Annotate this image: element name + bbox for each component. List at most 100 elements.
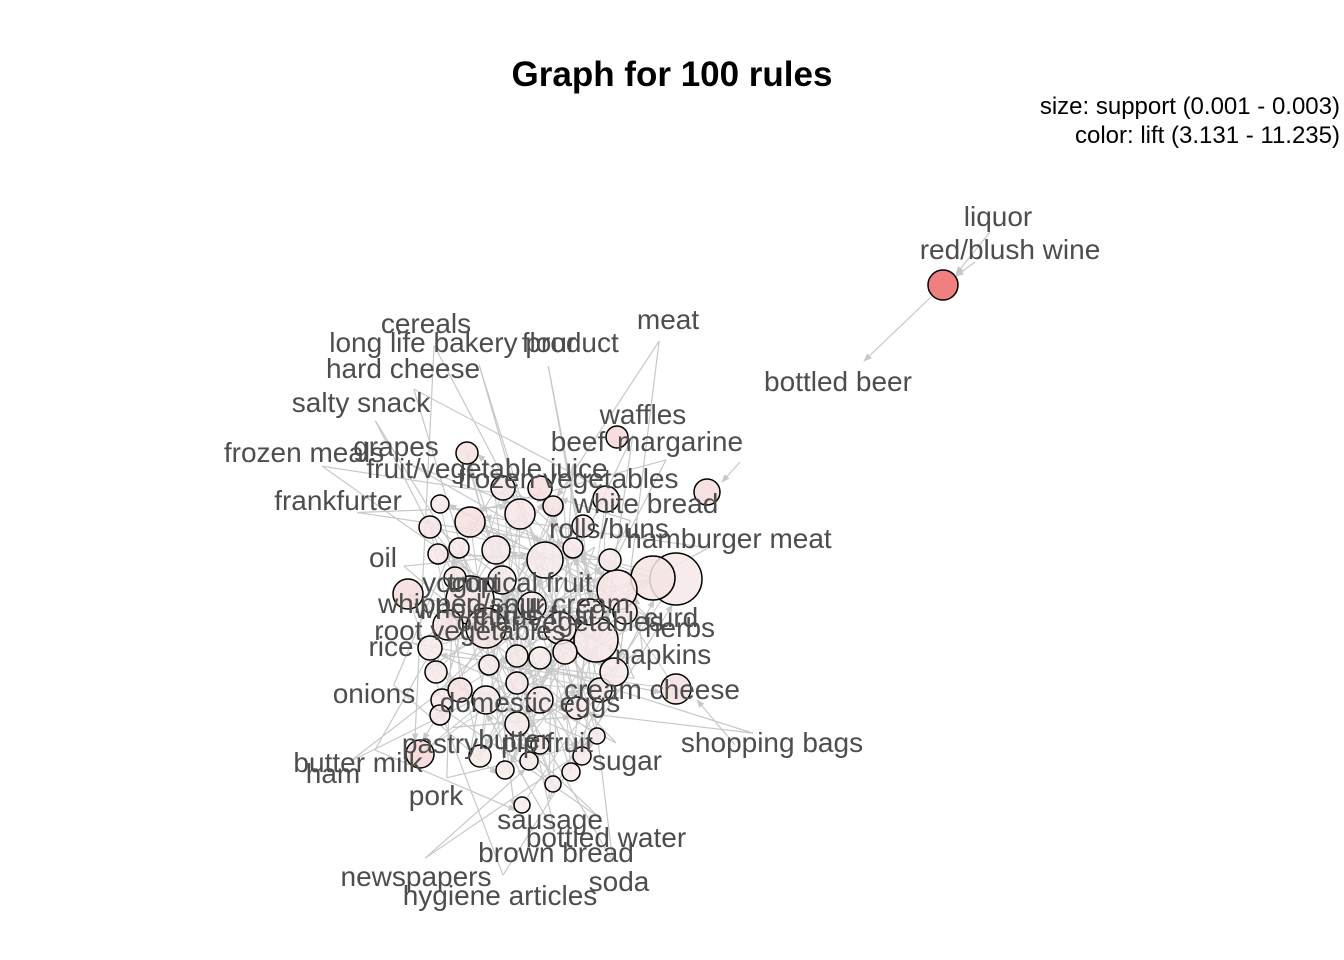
rule-node xyxy=(517,591,547,621)
item-label: frozen meals xyxy=(224,437,384,468)
item-label: ham xyxy=(306,758,360,789)
bottled-beer-edge xyxy=(863,296,932,362)
item-label: flour xyxy=(522,327,576,358)
rule-node xyxy=(630,555,676,601)
item-label: salty snack xyxy=(292,387,431,418)
item-label: citrus fruit xyxy=(474,600,596,631)
item-edge xyxy=(439,710,504,876)
item-label: shopping bags xyxy=(681,727,863,758)
item-label: white bread xyxy=(573,488,719,519)
item-label: root vegetables xyxy=(374,615,565,646)
graph-title: Graph for 100 rules xyxy=(511,55,833,94)
rule-node xyxy=(418,515,442,539)
rule-node xyxy=(471,685,501,715)
item-label: fruit/vegetable juice xyxy=(366,453,607,484)
item-edge xyxy=(559,497,631,522)
rule-edge xyxy=(516,682,601,691)
item-label: whipped/sour cream xyxy=(377,588,630,619)
rule-node xyxy=(443,566,467,590)
rule-node xyxy=(612,599,638,625)
item-edge xyxy=(424,768,526,859)
rule-node xyxy=(405,739,435,769)
rule-node xyxy=(427,543,449,565)
rule-node xyxy=(605,425,629,449)
rule-node xyxy=(599,657,629,687)
item-label: frozen vegetables xyxy=(457,463,678,494)
item-label: liquor xyxy=(964,201,1032,232)
rule-node xyxy=(565,696,589,720)
item-label: curd xyxy=(644,602,698,633)
rule-node xyxy=(519,751,539,771)
item-label: sugar xyxy=(592,745,662,776)
item-label: long life bakery product xyxy=(329,327,619,358)
item-label: domestic eggs xyxy=(440,687,621,718)
item-edge xyxy=(633,595,643,649)
item-label: red/blush wine xyxy=(920,234,1101,265)
item-label: napkins xyxy=(615,639,712,670)
rule-node xyxy=(572,746,592,766)
item-label: grapes xyxy=(353,431,439,462)
rule-node xyxy=(495,760,515,780)
item-label: cereals xyxy=(381,308,471,339)
rule-node xyxy=(465,607,507,649)
rule-node xyxy=(432,609,464,641)
rule-node xyxy=(576,598,604,626)
shopping-bags-edge xyxy=(696,699,736,746)
rule-node xyxy=(530,735,550,755)
item-label: hygiene articles xyxy=(403,880,598,911)
item-label: frankfurter xyxy=(274,485,402,516)
item-label: onions xyxy=(333,678,416,709)
rule-node xyxy=(455,441,479,465)
item-edge xyxy=(502,604,673,876)
rule-node-layer xyxy=(392,269,959,814)
item-label: soda xyxy=(589,866,650,897)
rule-node xyxy=(417,635,443,661)
rule-node xyxy=(490,475,516,501)
rule-node xyxy=(447,677,473,703)
item-label: bottled water xyxy=(526,822,686,853)
rule-node xyxy=(478,654,500,676)
item-label: beef xyxy=(551,426,606,457)
item-label: meat xyxy=(637,304,699,335)
rule-node xyxy=(526,686,554,714)
item-label: tropical fruit xyxy=(448,567,593,598)
item-label: brown bread xyxy=(478,837,634,868)
rule-node xyxy=(430,494,450,514)
item-label: herbs xyxy=(645,612,715,643)
rule-node xyxy=(562,537,584,559)
item-label: margarine xyxy=(617,426,743,457)
item-label: sausage xyxy=(497,804,603,835)
item-label: cream cheese xyxy=(564,674,740,705)
rule-node xyxy=(526,541,564,579)
rule-node xyxy=(392,578,424,610)
rule-node xyxy=(927,269,959,301)
item-label: pastry xyxy=(402,728,478,759)
rule-node xyxy=(505,671,529,695)
item-label: pip fruit xyxy=(501,727,593,758)
red-wine-edge xyxy=(955,261,976,277)
rule-node xyxy=(424,660,448,684)
rule-node xyxy=(429,704,451,726)
rule-node xyxy=(513,796,531,814)
item-edge xyxy=(374,749,517,811)
item-label: waffles xyxy=(599,399,687,430)
rule-node xyxy=(544,775,562,793)
item-edge xyxy=(424,742,595,859)
rule-node xyxy=(504,711,530,737)
rule-node xyxy=(505,644,529,668)
item-edge xyxy=(422,517,534,603)
item-label: oil xyxy=(369,542,397,573)
rule-node xyxy=(542,495,564,517)
item-label: hard cheese xyxy=(326,353,480,384)
item-edge xyxy=(374,614,453,751)
margarine-edge xyxy=(721,461,741,483)
rule-node xyxy=(552,639,578,665)
rule-node xyxy=(528,646,552,670)
rule-node xyxy=(468,744,492,768)
item-label: yogurt xyxy=(422,567,500,598)
rule-edge xyxy=(429,526,481,757)
rule-node xyxy=(454,506,486,538)
legend-size: size: support (0.001 - 0.003) xyxy=(1039,93,1340,120)
